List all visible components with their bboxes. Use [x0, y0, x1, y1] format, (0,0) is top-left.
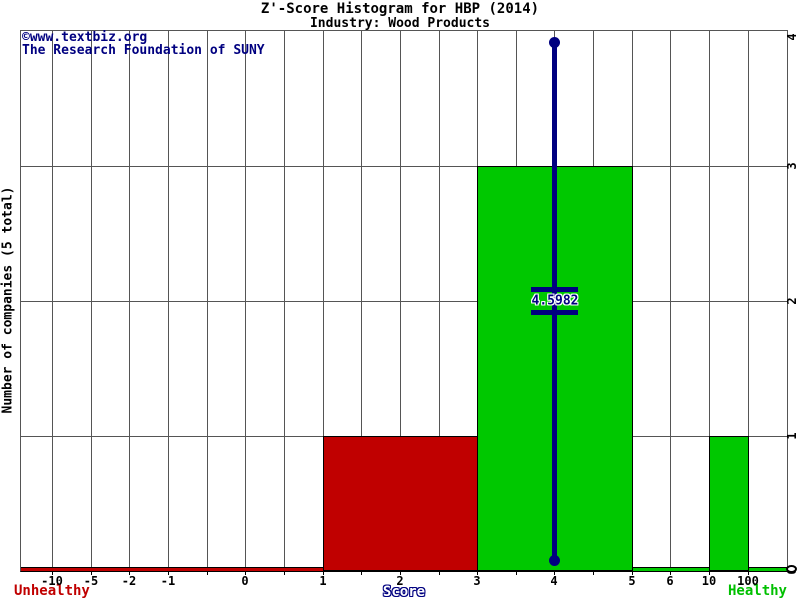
axis-continuation-marker	[786, 565, 797, 573]
x-tick-label: 5	[628, 574, 636, 588]
x-tick-label: 3	[473, 574, 481, 588]
chart-title: Z'-Score Histogram for HBP (2014)	[260, 1, 540, 17]
x-tick-label: 100	[737, 574, 759, 588]
y-gridline	[21, 166, 787, 167]
healthy-caption: Healthy	[727, 583, 787, 599]
x-axis-tick	[129, 571, 130, 575]
zero-count-line	[21, 567, 323, 571]
x-tick-label: -10	[41, 574, 63, 588]
y-gridline	[21, 301, 787, 302]
unhealthy-caption: Unhealthy	[14, 583, 90, 599]
x-axis-tick	[670, 571, 671, 575]
x-axis-tick	[361, 571, 362, 575]
watermark-line1: ©www.textbiz.org	[22, 30, 148, 45]
histogram-bar-unhealthy	[323, 436, 478, 571]
score-marker-crossbar	[531, 310, 578, 315]
x-axis-tick	[207, 571, 208, 575]
plot-area: 4.5982	[20, 30, 788, 572]
x-axis-tick	[709, 571, 710, 575]
x-tick-label: -5	[83, 574, 99, 588]
x-tick-label: 0	[241, 574, 249, 588]
y-tick-label: 4	[785, 33, 799, 41]
x-axis-tick	[477, 571, 478, 575]
x-tick-label: 2	[396, 574, 404, 588]
y-tick-label: 1	[785, 432, 799, 440]
x-axis-tick	[400, 571, 401, 575]
watermark-line2: The Research Foundation of SUNY	[22, 43, 265, 58]
x-axis-tick	[245, 571, 246, 575]
x-tick-label: -1	[160, 574, 176, 588]
x-tick-label: 4	[550, 574, 558, 588]
x-axis-tick	[284, 571, 285, 575]
x-axis-tick	[52, 571, 53, 575]
chart-subtitle: Industry: Wood Products	[309, 16, 490, 31]
y-axis-title: Number of companies (5 total)	[0, 186, 16, 414]
x-tick-label: 6	[666, 574, 674, 588]
score-marker-top-dot	[549, 37, 560, 48]
watermark: ©www.textbiz.org The Research Foundation …	[22, 31, 265, 57]
x-axis-tick	[554, 571, 555, 575]
x-axis-tick	[748, 571, 749, 575]
x-axis-title: Score	[382, 584, 426, 600]
x-tick-label: -2	[121, 574, 137, 588]
x-tick-label: 10	[701, 574, 717, 588]
score-marker-crossbar	[531, 287, 578, 292]
x-axis-tick	[632, 571, 633, 575]
x-tick-label: 1	[319, 574, 327, 588]
score-marker-bottom-dot	[549, 555, 560, 566]
x-axis-tick	[593, 571, 594, 575]
company-score-label: 4.5982	[531, 293, 579, 309]
score-marker-line	[552, 38, 557, 564]
y-tick-label: 3	[785, 162, 799, 170]
x-axis-tick	[91, 571, 92, 575]
y-tick-label: 2	[785, 297, 799, 305]
x-axis-tick	[439, 571, 440, 575]
x-axis-tick	[168, 571, 169, 575]
x-axis-tick	[323, 571, 324, 575]
x-axis-tick	[516, 571, 517, 575]
histogram-bar-healthy	[709, 436, 749, 571]
